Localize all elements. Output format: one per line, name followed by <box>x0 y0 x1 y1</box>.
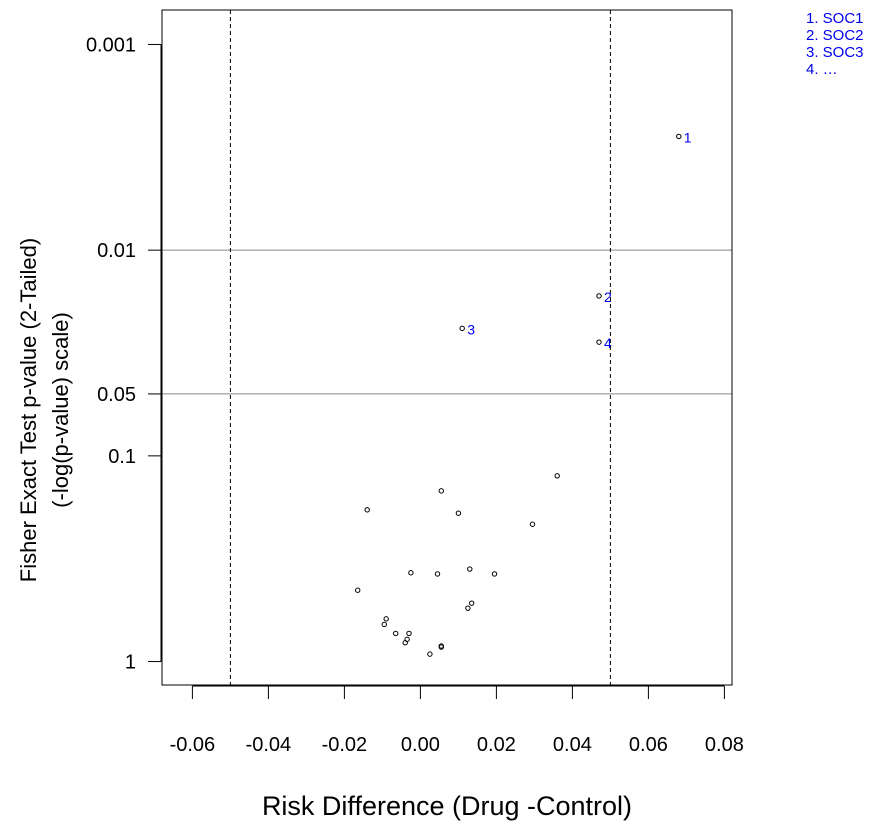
data-point <box>467 566 473 572</box>
x-tick-label: 0.06 <box>629 734 668 756</box>
x-tick-label: -0.04 <box>246 734 292 756</box>
data-point <box>459 325 465 332</box>
legend-entry: 1. SOC1 <box>806 10 864 27</box>
y-axis-title: Fisher Exact Test p-value (2-Tailed) <box>16 238 41 582</box>
legend: 1. SOC1 2. SOC2 3. SOC3 4. … <box>806 10 864 78</box>
x-tick-label: -0.02 <box>322 734 368 756</box>
data-point <box>465 605 471 611</box>
data-point <box>529 521 536 527</box>
x-tick-label: -0.06 <box>170 734 216 756</box>
point-labels: 1 2 3 4 <box>467 129 692 351</box>
legend-entry: 2. SOC2 <box>806 27 864 44</box>
data-point <box>438 488 444 494</box>
data-point <box>438 644 444 650</box>
data-point <box>402 640 408 646</box>
y-tick-label: 0.05 <box>97 384 136 406</box>
data-point <box>427 651 433 657</box>
point-label: 4 <box>604 335 612 351</box>
y-tick-label: 0.01 <box>97 240 136 262</box>
data-point <box>393 630 399 637</box>
data-point <box>554 473 560 479</box>
data-point <box>455 510 462 516</box>
data-point <box>383 616 389 622</box>
point-label: 1 <box>684 129 692 145</box>
data-point <box>364 507 370 513</box>
data-point <box>406 630 412 637</box>
x-tick-label: 0.08 <box>705 734 744 756</box>
data-point <box>676 133 682 140</box>
reference-hlines <box>162 249 732 395</box>
legend-entry: 4. … <box>806 61 838 78</box>
x-tick-label: 0.00 <box>401 734 440 756</box>
reference-vlines <box>229 10 611 685</box>
data-point <box>434 571 441 577</box>
data-point <box>408 570 414 576</box>
data-point <box>355 587 361 593</box>
data-point <box>596 339 602 345</box>
data-point <box>469 600 475 606</box>
y-axis: 0.001 0.01 0.05 0.1 1 <box>86 34 162 674</box>
data-points <box>355 133 682 657</box>
plot-frame <box>161 9 733 686</box>
data-point <box>596 293 602 299</box>
data-point <box>381 621 387 628</box>
x-axis-title: Risk Difference (Drug -Control) <box>262 791 632 821</box>
data-point <box>491 571 498 577</box>
y-tick-label: 0.001 <box>86 34 136 56</box>
point-label: 2 <box>604 289 612 305</box>
legend-entry: 3. SOC3 <box>806 44 864 61</box>
x-tick-label: 0.04 <box>553 734 592 756</box>
x-axis: -0.06 -0.04 -0.02 0.00 0.02 0.04 0.06 0.08 <box>170 685 744 756</box>
y-tick-label: 0.1 <box>108 446 136 468</box>
y-axis-subtitle: (-log(p-value) scale) <box>48 312 73 508</box>
point-label: 3 <box>467 321 475 337</box>
y-tick-label: 1 <box>125 652 136 674</box>
x-tick-label: 0.02 <box>477 734 516 756</box>
